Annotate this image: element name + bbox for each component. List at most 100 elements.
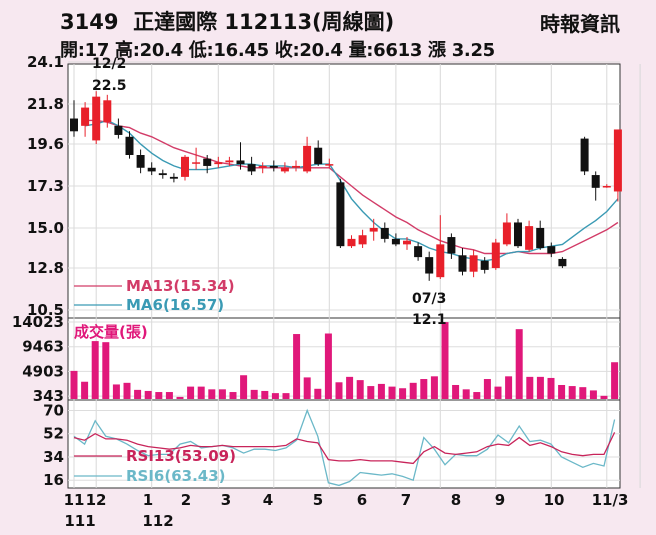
candle-up [258, 165, 267, 168]
x-tick-label: 11/3 [592, 491, 629, 509]
price-tick-label: 19.6 [27, 135, 64, 153]
candle-up [436, 244, 445, 278]
volume-bar [293, 334, 301, 399]
candle-up [214, 162, 223, 165]
ma6-line [84, 119, 619, 262]
chart-title: 3149 正達國際 112113(周線圖) [60, 6, 394, 36]
candle-up [613, 129, 622, 192]
volume-bar [123, 382, 131, 399]
volume-bar [346, 376, 354, 399]
price-stats: 開:17 高:20.4 低:16.45 收:20.4 量:6613 漲 3.25 [60, 40, 495, 61]
price-tick-label: 10.5 [27, 301, 64, 319]
candle-up [602, 186, 611, 188]
rsi6-legend-label: RSI6(63.43) [126, 467, 226, 485]
candle-up [81, 107, 90, 126]
x-tick-label: 9 [495, 491, 505, 509]
rsi13-legend-label: RSI13(53.09) [126, 447, 236, 465]
candle-up [192, 162, 201, 164]
volume-bar [261, 390, 269, 399]
chart-period: 112113(周線圖) [224, 10, 395, 34]
volume-tick-label: 4903 [22, 362, 64, 380]
rsi-tick-label: 70 [43, 401, 64, 419]
x-tick-label: 3 [221, 491, 231, 509]
ma13-legend-label: MA13(15.34) [126, 277, 235, 295]
x-tick-label: 12 [86, 491, 107, 509]
x-tick-label: 2 [181, 491, 191, 509]
x-tick-label: 11 [64, 491, 85, 509]
x-tick-label: 10 [544, 491, 565, 509]
volume-bar [536, 376, 544, 399]
volume-bar [197, 386, 205, 399]
volume-bar [483, 379, 491, 399]
panel-frames [67, 63, 621, 489]
price-tick-label: 17.3 [27, 177, 64, 195]
high-date-label: 12/2 [92, 56, 126, 72]
volume-bar [611, 362, 619, 399]
rsi-lines [73, 408, 616, 487]
stock-name: 正達國際 [133, 10, 218, 34]
volume-bar [81, 381, 89, 399]
ma6-legend-label: MA6(16.57) [126, 296, 224, 314]
year-label: 111 [64, 512, 95, 530]
x-tick-label: 7 [401, 491, 411, 509]
candle-down [247, 164, 256, 172]
volume-bar [547, 377, 555, 399]
volume-bar [314, 388, 322, 399]
volume-bar [589, 390, 597, 399]
volume-bar [282, 393, 290, 399]
volume-bar [155, 392, 163, 399]
volume-bar [430, 376, 438, 399]
volume-bar [526, 376, 534, 399]
candle-up [280, 167, 289, 172]
price-tick-label: 12.8 [27, 259, 64, 277]
candle-down [536, 227, 545, 248]
candle-down [314, 147, 323, 165]
volume-bar [568, 386, 576, 399]
candle-down [70, 118, 78, 132]
candle-down [480, 260, 489, 270]
volume-bar [399, 388, 407, 399]
candle-up [181, 156, 189, 177]
volume-bars [70, 322, 619, 399]
candle-up [225, 160, 234, 163]
candle-down [269, 165, 278, 168]
candle-down [558, 258, 567, 267]
candle-up [491, 242, 500, 269]
x-tick-label: 4 [263, 491, 273, 509]
volume-bar [165, 392, 173, 399]
volume-bar [420, 379, 428, 399]
candle-down [391, 238, 400, 245]
volume-bar [494, 386, 502, 399]
volume-bar [388, 386, 396, 399]
candle-down [114, 125, 123, 135]
candle-down [458, 255, 467, 272]
candle-up [325, 164, 334, 166]
volume-bar [377, 383, 385, 399]
candle-down [591, 175, 600, 188]
volume-bar [218, 389, 226, 399]
volume-bar [187, 386, 195, 399]
year-label: 112 [142, 512, 173, 530]
x-tick-label: 1 [143, 491, 153, 509]
data-source: 時報資訊 [540, 12, 620, 36]
volume-bar [240, 375, 248, 399]
volume-title: 成交量(張) [74, 323, 148, 341]
x-tick-label: 6 [357, 491, 367, 509]
volume-bar [600, 395, 608, 399]
volume-bar [250, 389, 258, 399]
candle-up [525, 226, 534, 250]
candle-down [169, 176, 178, 179]
moving-averages [84, 119, 619, 262]
volume-bar [473, 392, 481, 399]
candle-up [403, 240, 411, 245]
price-tick-label: 15.0 [27, 219, 64, 237]
candle-up [358, 235, 367, 245]
volume-bar [271, 393, 279, 399]
low-value-label: 12.1 [412, 312, 447, 328]
candle-down [125, 136, 134, 155]
candle-down [414, 246, 423, 258]
candle-down [336, 182, 345, 247]
candle-up [92, 96, 101, 141]
